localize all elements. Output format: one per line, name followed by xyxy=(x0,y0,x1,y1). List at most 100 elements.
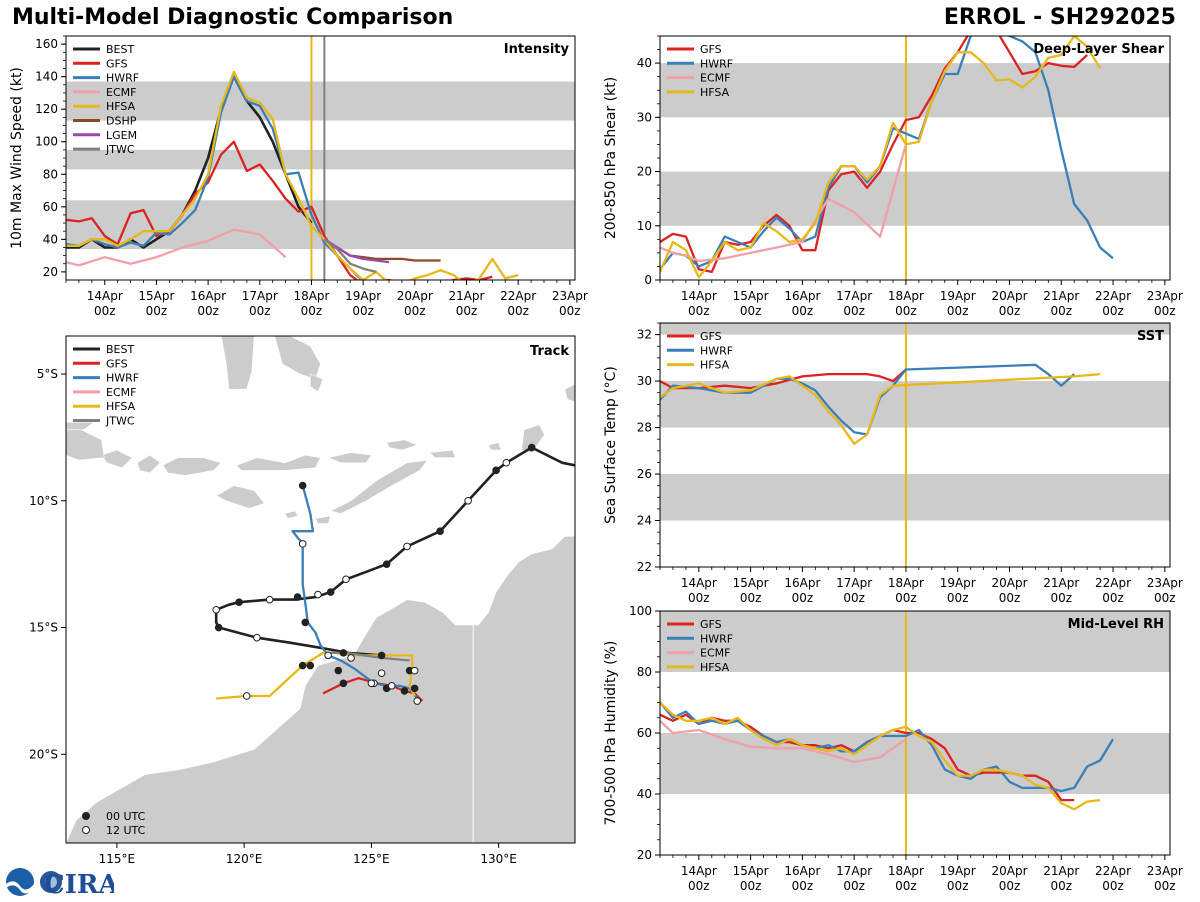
shear-ytick-label-4: 40 xyxy=(637,56,652,70)
shear-xtick-sublabel-5: 00z xyxy=(947,304,969,318)
shear-xtick-label-3: 17Apr xyxy=(836,289,872,303)
rh-xtick-sublabel-7: 00z xyxy=(1050,879,1072,893)
shear-xtick-sublabel-1: 00z xyxy=(740,304,762,318)
sst-xtick-sublabel-7: 00z xyxy=(1050,591,1072,605)
track-fix-hwrf xyxy=(377,669,386,677)
track-fix-best xyxy=(235,598,243,606)
land-sumba xyxy=(215,485,266,509)
intensity-ytick-label-1: 40 xyxy=(43,232,58,246)
intensity-ytick-label-2: 60 xyxy=(43,200,58,214)
land-sumbawa xyxy=(162,457,222,476)
sst-xtick-label-7: 21Apr xyxy=(1043,576,1079,590)
track-fix-gfs xyxy=(400,687,409,695)
intensity-xtick-sublabel-2: 00z xyxy=(197,304,219,318)
intensity-line-hfsa xyxy=(66,70,519,280)
shear-xtick-sublabel-9: 00z xyxy=(1154,304,1176,318)
intensity-xtick-sublabel-9: 00z xyxy=(559,304,581,318)
storm-id: ERROL - SH292025 xyxy=(943,5,1176,30)
intensity-xtick-sublabel-0: 00z xyxy=(94,304,116,318)
track-ytick-label-1: 10°S xyxy=(29,494,58,508)
rh-ytick-label-0: 20 xyxy=(637,848,652,862)
land-kep-tanimbar xyxy=(521,424,545,453)
track-fix-best xyxy=(326,588,335,596)
land-se-sulawesi xyxy=(274,336,321,380)
sst-xtick-label-2: 16Apr xyxy=(784,576,820,590)
intensity-line-jtwc xyxy=(323,238,377,274)
land-bali xyxy=(101,449,133,469)
shear-series xyxy=(660,36,1114,279)
rh-xtick-label-1: 15Apr xyxy=(733,864,769,878)
shear-xtick-label-6: 20Apr xyxy=(991,289,1027,303)
rh-line-hfsa xyxy=(660,701,1101,811)
sst-band-0 xyxy=(660,474,1170,521)
sst-xtick-label-0: 14Apr xyxy=(681,576,717,590)
track-fix-best xyxy=(492,466,500,475)
intensity-xtick-label-7: 21Apr xyxy=(448,289,484,303)
track-marker-legend-label-open: 12 UTC xyxy=(106,824,146,837)
sst-xtick-sublabel-4: 00z xyxy=(895,591,917,605)
track-fix-best xyxy=(377,651,386,660)
shear-xtick-sublabel-7: 00z xyxy=(1050,304,1072,318)
shear-xtick-label-9: 23Apr xyxy=(1147,289,1183,303)
track-xtick-label-1: 120°E xyxy=(226,852,263,866)
intensity-legend-label-ecmf: ECMF xyxy=(106,86,136,99)
track-xtick-label-3: 130°E xyxy=(480,852,517,866)
intensity-ytick-label-3: 80 xyxy=(43,167,58,181)
land-alor xyxy=(327,452,372,464)
track-ytick-label-2: 15°S xyxy=(29,621,58,635)
track-fix-gfs xyxy=(306,661,315,670)
rh-xtick-sublabel-4: 00z xyxy=(895,879,917,893)
track-fix-hwrf xyxy=(324,651,332,660)
rh-ytick-label-3: 80 xyxy=(637,665,652,679)
track-legend-label-hwrf: HWRF xyxy=(106,372,139,385)
rh-legend-label-hfsa: HFSA xyxy=(700,661,730,674)
shear-xtick-label-0: 14Apr xyxy=(681,289,717,303)
rh-xtick-sublabel-8: 00z xyxy=(1102,879,1124,893)
rh-ylabel: 700-500 hPa Humidity (%) xyxy=(603,641,619,826)
track-xtick-label-0: 115°E xyxy=(99,852,136,866)
track-fix-jtwc xyxy=(387,682,396,690)
intensity-title: Intensity xyxy=(504,42,570,57)
rh-title: Mid-Level RH xyxy=(1068,617,1164,632)
land-flores xyxy=(235,454,321,471)
sst-xtick-sublabel-0: 00z xyxy=(688,591,710,605)
shear-xtick-sublabel-4: 00z xyxy=(895,304,917,318)
land-lombok xyxy=(136,454,161,474)
track-marker-legend-open xyxy=(82,826,90,834)
sst-series xyxy=(660,363,1101,445)
intensity-line-gfs xyxy=(66,140,493,280)
land-kei xyxy=(564,383,575,403)
rh-legend-label-ecmf: ECMF xyxy=(700,647,730,660)
rh-xtick-label-9: 23Apr xyxy=(1147,864,1183,878)
track-fix-hwrf xyxy=(334,666,343,675)
intensity-legend-label-jtwc: JTWC xyxy=(105,143,135,156)
noaa-wave xyxy=(6,881,34,894)
track-map xyxy=(66,336,575,843)
track-fix-best xyxy=(342,575,350,584)
sst-xtick-sublabel-1: 00z xyxy=(740,591,762,605)
track-fix-jtwc xyxy=(367,679,376,688)
rh-frame xyxy=(659,610,1171,856)
sst-ytick-label-0: 22 xyxy=(637,560,652,574)
sst-xtick-label-6: 20Apr xyxy=(991,576,1027,590)
intensity-ylabel: 10m Max Wind Speed (kt) xyxy=(9,67,25,249)
track-fix-jtwc xyxy=(339,649,348,657)
sst-xtick-label-1: 15Apr xyxy=(733,576,769,590)
intensity-legend-label-lgem: LGEM xyxy=(106,129,137,142)
rh-ytick-label-2: 60 xyxy=(637,726,652,740)
intensity-band-2 xyxy=(66,81,575,121)
shear-xtick-label-1: 15Apr xyxy=(733,289,769,303)
shear-frame xyxy=(659,35,1171,281)
track-legend-label-best: BEST xyxy=(106,343,134,356)
track-marker-legend-label-filled: 00 UTC xyxy=(106,810,146,823)
sst-xtick-sublabel-6: 00z xyxy=(999,591,1021,605)
shear-ytick-label-1: 10 xyxy=(637,219,652,233)
intensity-xtick-label-1: 15Apr xyxy=(138,289,174,303)
track-fix-best xyxy=(403,542,411,551)
shear-ytick-label-2: 20 xyxy=(637,165,652,179)
shear-ytick-label-0: 0 xyxy=(644,273,652,287)
sst-xtick-label-4: 18Apr xyxy=(888,576,924,590)
sst-xtick-sublabel-2: 00z xyxy=(792,591,814,605)
track-legend-label-hfsa: HFSA xyxy=(106,400,136,413)
